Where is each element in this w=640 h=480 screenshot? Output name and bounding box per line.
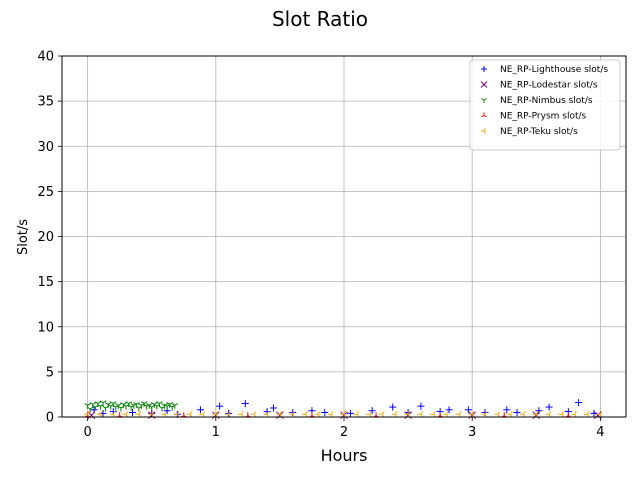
y-tick-label: 5 — [46, 365, 54, 380]
data-point — [171, 403, 179, 409]
x-axis-label: Hours — [321, 446, 368, 465]
data-point — [129, 408, 136, 416]
x-tick-label: 0 — [83, 425, 91, 440]
x-tick-label: 1 — [212, 425, 220, 440]
data-point — [464, 406, 472, 414]
y-tick-label: 25 — [37, 185, 54, 200]
chart-title: Slot Ratio — [272, 7, 368, 31]
y-tick-label: 0 — [46, 411, 54, 426]
legend-box — [469, 59, 621, 151]
y-tick-label: 10 — [37, 320, 54, 335]
data-point — [270, 404, 277, 412]
legend-entry: NE_RP-Teku slot/s — [500, 127, 578, 137]
data-point — [99, 400, 107, 407]
data-point — [346, 409, 354, 417]
data-point — [503, 406, 511, 414]
data-point — [216, 402, 224, 410]
legend-marker — [481, 112, 487, 118]
x-tick-label: 2 — [340, 425, 348, 440]
legend-entry: NE_RP-Prysm slot/s — [500, 112, 587, 122]
data-point — [321, 408, 329, 416]
y-tick-label: 15 — [37, 275, 54, 290]
data-point — [196, 406, 204, 414]
x-tick-label: 4 — [596, 425, 604, 440]
data-point — [368, 407, 376, 415]
legend-entry: NE_RP-Lighthouse slot/s — [500, 65, 608, 75]
data-point — [417, 402, 425, 410]
data-point — [513, 408, 521, 416]
x-tick-label: 3 — [468, 425, 476, 440]
data-point — [389, 403, 397, 411]
series-ne-rp-nimbus-slot-s — [84, 400, 179, 413]
legend-entry: NE_RP-Nimbus slot/s — [500, 96, 593, 106]
y-tick-label: 30 — [37, 140, 54, 155]
legend-marker — [481, 98, 487, 103]
legend-marker — [481, 128, 486, 134]
legend-marker — [480, 81, 488, 88]
data-point — [593, 411, 602, 420]
plot-frame — [61, 55, 627, 418]
data-point — [87, 411, 96, 420]
data-point — [575, 399, 583, 407]
legend: NE_RP-Lighthouse slot/s NE_RP-Lodestar sl… — [469, 59, 621, 151]
data-point — [445, 406, 453, 414]
y-tick-label: 35 — [37, 95, 54, 110]
legend-marker — [481, 66, 487, 72]
data-point — [545, 403, 553, 411]
y-tick-label: 20 — [37, 230, 54, 245]
y-axis-label: Slot/s — [16, 219, 31, 255]
y-tick-label: 40 — [37, 50, 54, 65]
legend-entry: NE_RP-Lodestar slot/s — [500, 81, 598, 91]
data-point — [241, 399, 249, 407]
